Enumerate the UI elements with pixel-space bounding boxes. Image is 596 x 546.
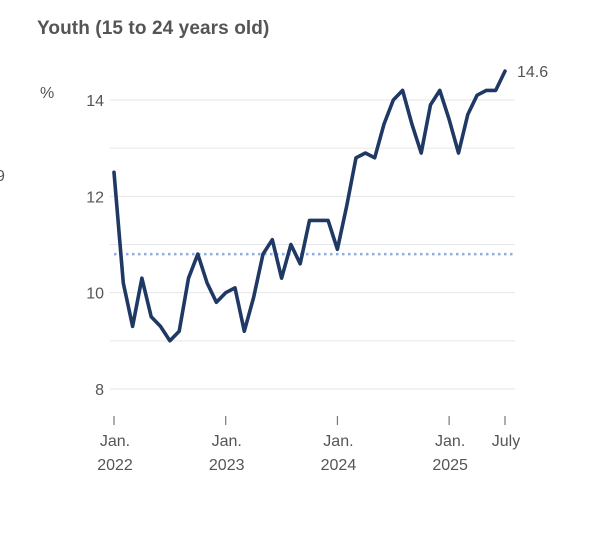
series-layer <box>112 69 507 343</box>
x-tick-label: Jan. <box>435 433 465 450</box>
series-line <box>112 69 507 343</box>
x-tick-year-label: 2023 <box>209 457 245 474</box>
x-axis: Jan. 2022 Jan. 2023 Jan. 2024 Jan. 2025 July <box>97 416 520 474</box>
gridlines <box>110 99 515 390</box>
x-tick-year-label: 2025 <box>432 457 468 474</box>
x-tick-label: Jan. <box>212 433 242 450</box>
y-tick-label: 14 <box>86 93 104 110</box>
x-tick-label: Jan. <box>323 433 353 450</box>
x-tick-label: Jan. <box>100 433 130 450</box>
data-label-layer: 14.6 <box>517 64 548 81</box>
clipped-edge-label: 9 <box>0 168 5 185</box>
chart-title: Youth (15 to 24 years old) <box>37 18 270 39</box>
y-axis: % 8 10 12 14 <box>40 85 104 399</box>
y-axis-unit-label: % <box>40 85 54 102</box>
last-value-label: 14.6 <box>517 64 548 81</box>
x-tick-year-label: 2022 <box>97 457 133 474</box>
y-tick-label: 10 <box>86 286 104 303</box>
y-tick-label: 8 <box>95 382 104 399</box>
x-tick-label: July <box>492 433 520 450</box>
y-tick-label: 12 <box>86 189 104 206</box>
x-tick-year-label: 2024 <box>321 457 357 474</box>
